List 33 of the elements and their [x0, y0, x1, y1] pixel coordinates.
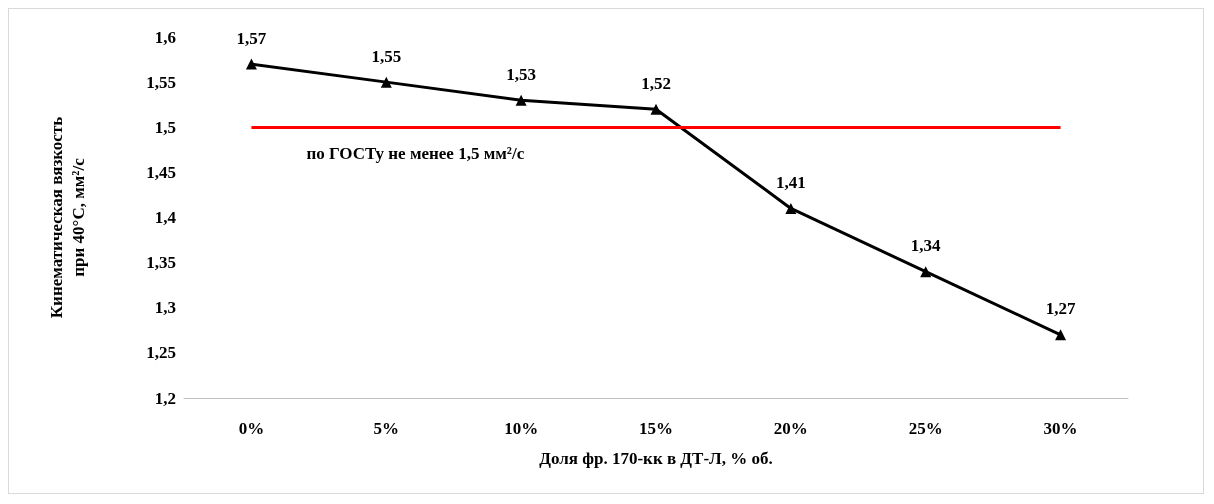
y-tick-label: 1,35 — [146, 253, 176, 273]
x-tick-label: 10% — [504, 419, 539, 438]
data-label: 1,34 — [910, 236, 942, 256]
y-tick-label: 1,6 — [154, 27, 176, 47]
y-tick-label: 1,55 — [146, 72, 176, 92]
point — [785, 202, 797, 214]
x-tick-label: 20% — [773, 419, 808, 438]
y-tick-label: 1,25 — [146, 343, 176, 363]
point — [650, 103, 662, 115]
x-axis-title: Доля фр. 170-кк в ДТ-Л, % об. — [539, 449, 773, 468]
ref-line-label: по ГОСТу не менее 1,5 мм²/с — [306, 144, 525, 164]
y-axis-title: Кинематическая вязкость при 40°С, мм²/с — [46, 116, 88, 319]
data-label: 1,27 — [1045, 299, 1076, 319]
y-tick-label: 1,45 — [146, 162, 176, 182]
point — [1055, 329, 1067, 341]
x-tick-label: 5% — [373, 419, 400, 438]
y-tick-label: 1,4 — [154, 208, 177, 227]
data-label: 1,52 — [641, 73, 671, 93]
y-tick-label: 1,2 — [154, 388, 176, 408]
y-tick-label: 1,3 — [154, 298, 176, 318]
point — [245, 58, 257, 70]
y-tick-label: 1,5 — [154, 117, 176, 137]
x-tick-label: 15% — [639, 419, 673, 438]
x-tick-label: 25% — [908, 419, 943, 438]
point — [920, 266, 932, 278]
data-label: 1,57 — [236, 28, 267, 48]
data-label: 1,41 — [775, 172, 806, 192]
x-tick-label: 0% — [238, 419, 265, 438]
x-tick-label: 30% — [1043, 419, 1078, 438]
data-label: 1,55 — [371, 46, 402, 66]
point — [380, 76, 392, 88]
point — [515, 94, 527, 106]
data-label: 1,53 — [506, 64, 537, 84]
